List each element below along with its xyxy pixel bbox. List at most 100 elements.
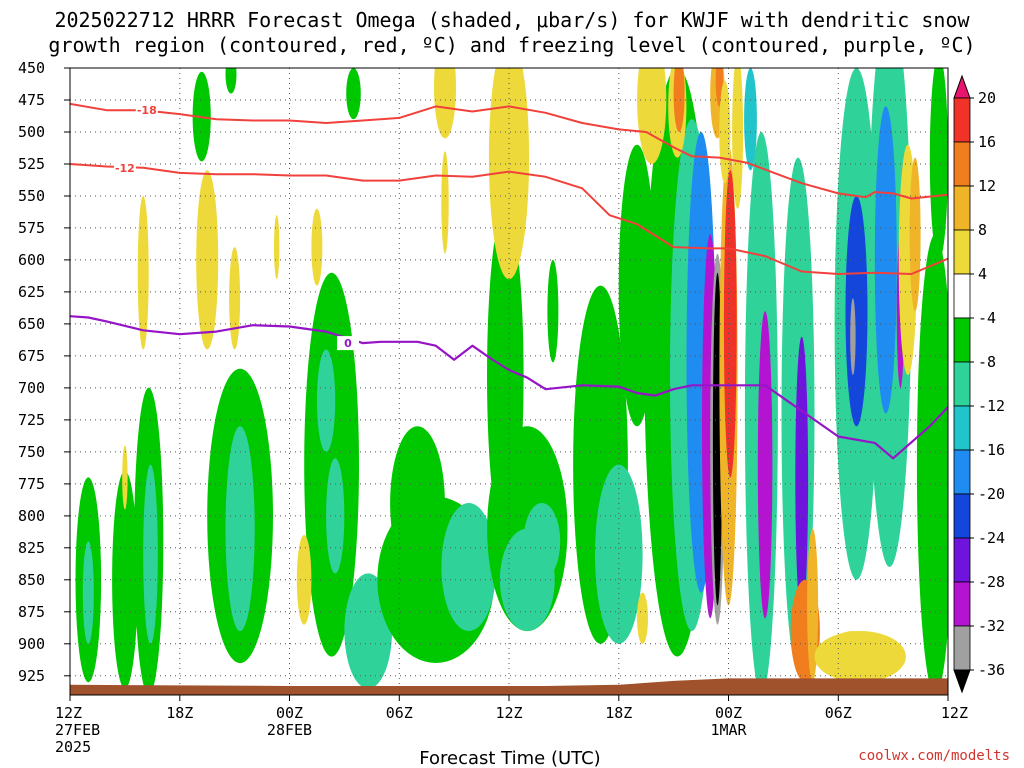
y-axis: 450 475 500 525 550 575 600 625 650 675 700 725 750 7… <box>18 59 70 685</box>
y-tick-label-525: 525 <box>18 155 45 173</box>
omega-cell-55 <box>909 157 921 312</box>
dendritic-contour-0-label: -18 <box>137 104 157 117</box>
omega-cell-69 <box>637 592 648 644</box>
omega-cell-8 <box>225 68 237 94</box>
dendritic-contour-1-label: -12 <box>115 162 135 175</box>
colorbar-bin-9 <box>953 449 971 495</box>
x-tick-label-18-0: 06Z <box>386 704 413 722</box>
y-tick-label-875: 875 <box>18 603 45 621</box>
dendritic-contour-1-line <box>70 163 948 275</box>
temperature-contours: -18 -12 0 <box>70 102 948 460</box>
x-tick-label-48-0: 12Z <box>941 704 968 722</box>
chart-title-line-1: 2025022712 HRRR Forecast Omega (shaded, … <box>54 8 970 32</box>
y-tick-label-475: 475 <box>18 91 45 109</box>
chart-title-line-2: growth region (contoured, red, ºC) and f… <box>48 33 975 57</box>
colorbar-bin-6 <box>953 317 971 363</box>
omega-cell-7 <box>225 426 255 632</box>
x-tick-label-36-1: 1MAR <box>710 721 747 739</box>
omega-cell-68 <box>296 535 312 625</box>
y-tick-label-600: 600 <box>18 251 45 269</box>
colorbar-label-6: -8 <box>978 353 996 371</box>
omega-cell-53 <box>814 631 906 683</box>
x-axis-label: Forecast Time (UTC) <box>419 748 600 768</box>
y-tick-label-675: 675 <box>18 347 45 365</box>
y-tick-label-800: 800 <box>18 507 45 525</box>
colorbar-bin-4 <box>953 229 971 275</box>
y-tick-label-575: 575 <box>18 219 45 237</box>
colorbar-bottom-arrow <box>953 669 971 694</box>
colorbar-label-2: 12 <box>978 177 996 195</box>
omega-cell-20 <box>523 503 561 580</box>
colorbar-label-4: 4 <box>978 265 987 283</box>
plot-area: -18 -12 0 <box>69 67 949 696</box>
x-tick-label-42-0: 06Z <box>825 704 852 722</box>
omega-cell-2 <box>112 471 138 689</box>
terrain <box>70 678 948 695</box>
dendritic-contour-0-label-bg <box>135 103 158 118</box>
credit-text: coolwx.com/modelts <box>858 748 1010 764</box>
omega-cell-38 <box>757 311 773 619</box>
y-tick-label-750: 750 <box>18 443 45 461</box>
omega-cell-21 <box>547 259 559 363</box>
colorbar-bin-10 <box>953 493 971 539</box>
x-tick-label-0-1: 27FEB <box>55 721 100 739</box>
omega-cell-44 <box>850 298 856 376</box>
freezing-level-contour-line <box>70 315 948 460</box>
y-tick-label-550: 550 <box>18 187 45 205</box>
colorbar-bin-3 <box>953 185 971 231</box>
y-tick-label-825: 825 <box>18 539 45 557</box>
omega-cell-4 <box>143 464 158 644</box>
omega-cell-33 <box>732 68 744 209</box>
omega-cell-9 <box>346 68 361 120</box>
dendritic-contour-1-label-bg <box>113 160 136 175</box>
y-tick-label-625: 625 <box>18 283 45 301</box>
y-tick-label-900: 900 <box>18 635 45 653</box>
x-tick-label-12-1: 28FEB <box>267 721 312 739</box>
colorbar-label-12: -32 <box>978 617 1005 635</box>
omega-cell-64 <box>137 195 149 350</box>
colorbar-label-1: 16 <box>978 133 996 151</box>
omega-cell-41 <box>795 336 809 619</box>
colorbar-label-9: -20 <box>978 485 1005 503</box>
omega-cell-56 <box>434 68 456 139</box>
colorbar: 20 16 12 8 4 -4 -8 -12 -16 -20 -24 -28 -32 -36 <box>953 74 1005 694</box>
y-tick-label-650: 650 <box>18 315 45 333</box>
terrain-surface <box>70 678 948 695</box>
colorbar-bin-7 <box>953 361 971 407</box>
y-tick-label-850: 850 <box>18 571 45 589</box>
omega-cell-62 <box>196 170 219 350</box>
omega-cell-63 <box>229 247 241 350</box>
omega-cell-1 <box>82 541 94 644</box>
colorbar-bin-11 <box>953 537 971 583</box>
x-tick-label-0-2: 2025 <box>55 738 91 756</box>
dendritic-contour-0-line <box>70 102 948 200</box>
colorbar-label-0: 20 <box>978 89 996 107</box>
colorbar-bin-1 <box>953 97 971 143</box>
colorbar-label-3: 8 <box>978 221 987 239</box>
y-tick-label-500: 500 <box>18 123 45 141</box>
x-tick-label-0-0: 12Z <box>55 704 82 722</box>
colorbar-label-10: -24 <box>978 529 1005 547</box>
colorbar-bin-13 <box>953 625 971 671</box>
omega-cell-16 <box>441 503 497 631</box>
omega-cell-39 <box>744 68 757 171</box>
omega-cell-11 <box>317 349 336 452</box>
omega-cell-65 <box>311 208 323 286</box>
omega-cell-58 <box>441 151 449 254</box>
x-tick-label-24-0: 12Z <box>495 704 522 722</box>
x-tick-label-6-0: 18Z <box>166 704 193 722</box>
colorbar-bin-5 <box>953 273 971 319</box>
y-tick-label-775: 775 <box>18 475 45 493</box>
omega-cell-67 <box>274 215 280 280</box>
omega-cell-23 <box>595 464 643 644</box>
colorbar-top-arrow <box>953 74 971 99</box>
omega-cell-66 <box>122 445 128 510</box>
colorbar-label-7: -12 <box>978 397 1005 415</box>
y-tick-label-725: 725 <box>18 411 45 429</box>
y-tick-label-700: 700 <box>18 379 45 397</box>
colorbar-label-11: -28 <box>978 573 1005 591</box>
omega-cell-43 <box>845 195 868 427</box>
colorbar-bin-2 <box>953 141 971 187</box>
